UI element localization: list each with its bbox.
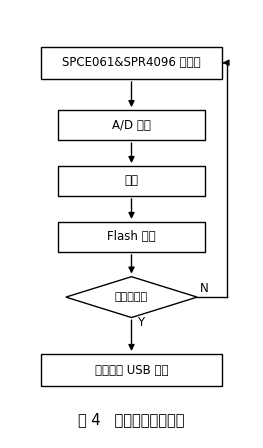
Bar bbox=[58, 166, 205, 196]
Bar bbox=[41, 47, 222, 79]
Text: 图 4   采集存储程序框图: 图 4 采集存储程序框图 bbox=[78, 412, 185, 427]
Text: Y: Y bbox=[137, 316, 144, 329]
Text: Flash 存储: Flash 存储 bbox=[107, 230, 156, 243]
Text: N: N bbox=[200, 282, 209, 295]
Text: 系统等待 USB 传输: 系统等待 USB 传输 bbox=[95, 364, 168, 377]
Polygon shape bbox=[66, 277, 197, 318]
Bar bbox=[41, 354, 222, 386]
Bar bbox=[58, 222, 205, 252]
Bar bbox=[58, 110, 205, 140]
Text: SPCE061&SPR4096 初始化: SPCE061&SPR4096 初始化 bbox=[62, 56, 201, 69]
Text: 采样结束？: 采样结束？ bbox=[115, 292, 148, 302]
Text: 滤波: 滤波 bbox=[124, 174, 139, 188]
Text: A/D 采样: A/D 采样 bbox=[112, 119, 151, 132]
